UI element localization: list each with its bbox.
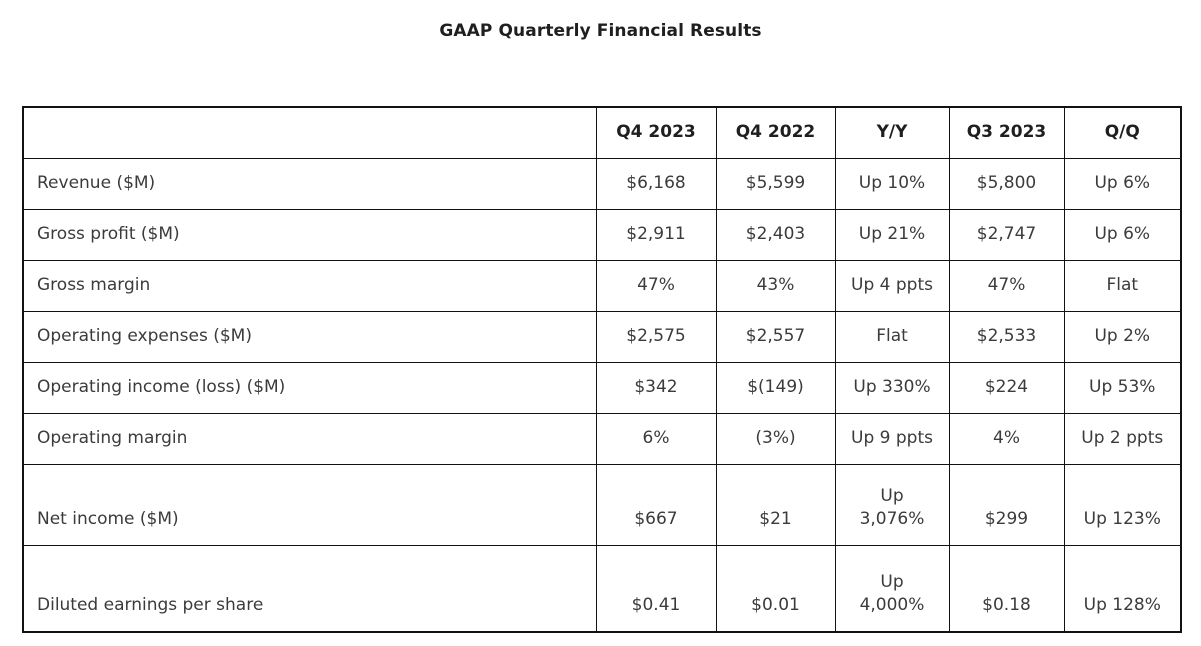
cell: 47% [948, 259, 1065, 312]
cell: Flat [1063, 259, 1182, 312]
cell: $2,911 [595, 208, 717, 261]
column-header-yy: Y/Y [834, 106, 950, 159]
cell: Up 3,076% [834, 463, 950, 546]
cell: Up 4,000% [834, 544, 950, 633]
cell: Up 6% [1063, 208, 1182, 261]
cell: $0.18 [948, 544, 1065, 633]
cell: $0.41 [595, 544, 717, 633]
table-row-gross-margin: Gross margin 47% 43% Up 4 ppts 47% Flat [22, 259, 1182, 312]
cell: $667 [595, 463, 717, 546]
cell: $2,575 [595, 310, 717, 363]
column-header-q4-2022: Q4 2022 [715, 106, 836, 159]
column-header-qq: Q/Q [1063, 106, 1182, 159]
cell: Up 128% [1063, 544, 1182, 633]
cell: Up 2% [1063, 310, 1182, 363]
cell: $0.01 [715, 544, 836, 633]
cell: $5,800 [948, 157, 1065, 210]
row-label: Operating income (loss) ($M) [22, 361, 597, 414]
cell: $(149) [715, 361, 836, 414]
table-row-net-income: Net income ($M) $667 $21 Up 3,076% $299 … [22, 463, 1182, 546]
cell: $5,599 [715, 157, 836, 210]
row-label: Gross profit ($M) [22, 208, 597, 261]
cell: Flat [834, 310, 950, 363]
cell: Up 4 ppts [834, 259, 950, 312]
cell: $299 [948, 463, 1065, 546]
column-header-q4-2023: Q4 2023 [595, 106, 717, 159]
cell: 4% [948, 412, 1065, 465]
cell: 43% [715, 259, 836, 312]
cell: Up 9 ppts [834, 412, 950, 465]
table-header-row: Q4 2023 Q4 2022 Y/Y Q3 2023 Q/Q [22, 106, 1182, 159]
table-row-gross-profit: Gross profit ($M) $2,911 $2,403 Up 21% $… [22, 208, 1182, 261]
row-label: Revenue ($M) [22, 157, 597, 210]
table-row-operating-income: Operating income (loss) ($M) $342 $(149)… [22, 361, 1182, 414]
cell: Up 53% [1063, 361, 1182, 414]
cell: $2,403 [715, 208, 836, 261]
column-header-q3-2023: Q3 2023 [948, 106, 1065, 159]
cell: 6% [595, 412, 717, 465]
cell: $21 [715, 463, 836, 546]
page-title: GAAP Quarterly Financial Results [439, 21, 762, 41]
cell: (3%) [715, 412, 836, 465]
cell: Up 10% [834, 157, 950, 210]
cell: $2,747 [948, 208, 1065, 261]
cell: Up 123% [1063, 463, 1182, 546]
row-label: Gross margin [22, 259, 597, 312]
row-label: Net income ($M) [22, 463, 597, 546]
column-header-metric [22, 106, 597, 159]
cell: $6,168 [595, 157, 717, 210]
financial-results-table: Q4 2023 Q4 2022 Y/Y Q3 2023 Q/Q Revenue … [22, 106, 1182, 633]
cell: Up 2 ppts [1063, 412, 1182, 465]
cell: $342 [595, 361, 717, 414]
cell: $224 [948, 361, 1065, 414]
cell: Up 6% [1063, 157, 1182, 210]
table-row-operating-margin: Operating margin 6% (3%) Up 9 ppts 4% Up… [22, 412, 1182, 465]
cell: Up 21% [834, 208, 950, 261]
cell: Up 330% [834, 361, 950, 414]
table-row-operating-expenses: Operating expenses ($M) $2,575 $2,557 Fl… [22, 310, 1182, 363]
row-label: Diluted earnings per share [22, 544, 597, 633]
cell: $2,557 [715, 310, 836, 363]
table-row-diluted-eps: Diluted earnings per share $0.41 $0.01 U… [22, 544, 1182, 633]
row-label: Operating expenses ($M) [22, 310, 597, 363]
cell: $2,533 [948, 310, 1065, 363]
table-row-revenue: Revenue ($M) $6,168 $5,599 Up 10% $5,800… [22, 157, 1182, 210]
cell: 47% [595, 259, 717, 312]
row-label: Operating margin [22, 412, 597, 465]
